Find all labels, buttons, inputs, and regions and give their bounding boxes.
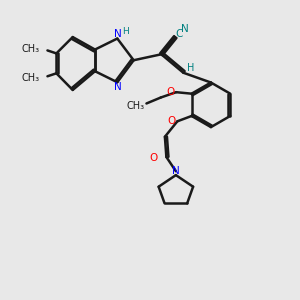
Text: O: O [167,87,175,97]
Text: N: N [172,166,180,176]
Text: O: O [150,153,158,163]
Text: CH₃: CH₃ [22,73,40,83]
Text: CH₃: CH₃ [127,101,145,112]
Text: CH₃: CH₃ [22,44,40,54]
Text: H: H [122,27,129,36]
Text: N: N [114,82,122,92]
Text: H: H [187,63,194,73]
Text: O: O [168,116,176,126]
Text: C: C [176,29,183,39]
Text: N: N [114,29,122,39]
Text: N: N [181,24,189,34]
